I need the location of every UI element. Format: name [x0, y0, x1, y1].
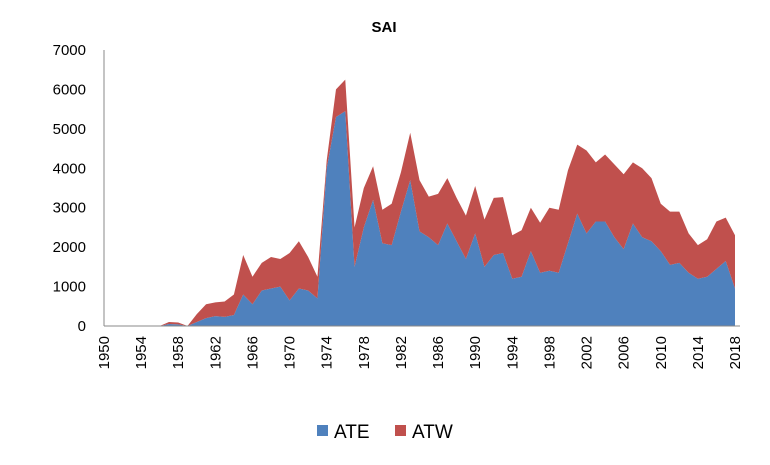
- legend-label-atw: ATW: [412, 422, 453, 443]
- x-tick-label: 1966: [244, 336, 261, 369]
- legend-label-ate: ATE: [334, 422, 370, 443]
- x-tick-label: 1986: [430, 336, 447, 369]
- x-tick-label: 2010: [653, 336, 670, 369]
- chart-title: SAI: [371, 19, 396, 36]
- x-tick-label: 2002: [579, 336, 596, 369]
- legend-swatch-atw: [395, 425, 406, 436]
- x-tick-label: 1970: [282, 336, 299, 369]
- x-tick-label: 1978: [356, 336, 373, 369]
- y-tick-label: 1000: [53, 279, 86, 296]
- y-tick-label: 3000: [53, 200, 86, 217]
- area-series-ate: [104, 111, 735, 326]
- plot-areas: [104, 79, 735, 326]
- x-tick-label: 1974: [319, 336, 336, 369]
- y-tick-label: 0: [78, 318, 86, 335]
- x-tick-label: 1994: [504, 336, 521, 369]
- y-tick-label: 6000: [53, 81, 86, 98]
- x-tick-label: 1998: [541, 336, 558, 369]
- x-tick-label: 1958: [170, 336, 187, 369]
- axes: [103, 50, 740, 327]
- x-tick-label: 1950: [96, 336, 113, 369]
- y-tick-labels: 0 1000 2000 3000 4000 5000 6000 7000: [53, 42, 86, 335]
- x-tick-label: 1982: [393, 336, 410, 369]
- x-tick-label: 1990: [467, 336, 484, 369]
- x-tick-label: 2014: [690, 336, 707, 369]
- x-tick-labels: 1950 1954 1958 1962 1966 1970 1974 1978 1982 1986…: [96, 336, 744, 369]
- legend-swatch-ate: [317, 425, 328, 436]
- y-tick-label: 2000: [53, 239, 86, 256]
- x-tick-label: 1954: [133, 336, 150, 369]
- x-tick-label: 2006: [616, 336, 633, 369]
- y-tick-label: 4000: [53, 160, 86, 177]
- y-tick-label: 7000: [53, 42, 86, 59]
- x-tick-label: 1962: [207, 336, 224, 369]
- area-series-atw: [104, 79, 735, 326]
- legend: ATE ATW: [317, 422, 453, 443]
- y-tick-label: 5000: [53, 121, 86, 138]
- x-tick-label: 2018: [727, 336, 744, 369]
